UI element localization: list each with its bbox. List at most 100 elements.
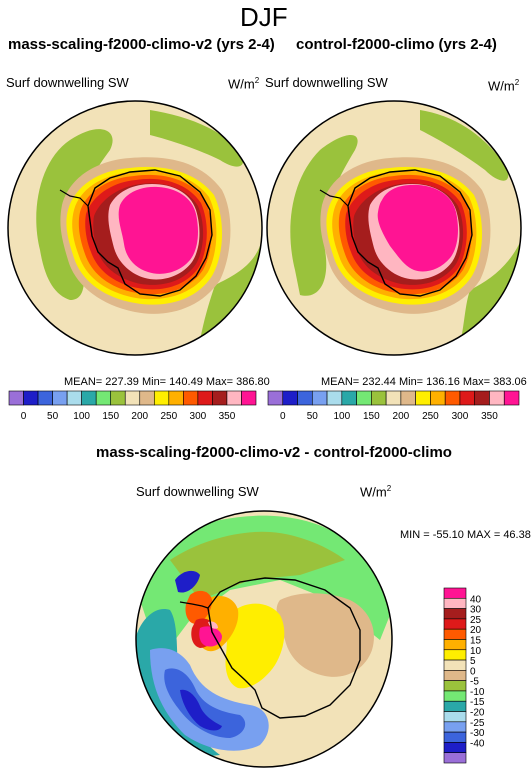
colorbar-tick-label: 50 [307, 411, 319, 422]
colorbar-swatch [297, 390, 313, 406]
yellow-region [225, 603, 285, 689]
colorbar-tick-label: 10 [470, 646, 482, 657]
colorbar-tick-label: -20 [470, 708, 485, 719]
map-difference [136, 511, 392, 767]
colorbar-swatch [415, 390, 431, 406]
map-border [135, 510, 393, 768]
colorbar-swatch [443, 587, 467, 599]
colorbar-swatch [326, 390, 343, 406]
colorbar-control: 0 50 100 150 200 250 300 350 [267, 390, 520, 422]
colorbar-swatch [443, 618, 467, 630]
units-label-mass-scaling: W/m2 [228, 76, 260, 92]
blue-region [164, 668, 246, 738]
colorbar-swatch [139, 390, 155, 406]
coastline [179, 601, 209, 609]
colorbar-swatch [95, 390, 112, 406]
colorbar-swatch [474, 390, 490, 406]
magenta-region [199, 626, 222, 647]
map-mass-scaling [8, 101, 262, 355]
green-region [420, 110, 509, 181]
colorbar-swatch [81, 390, 97, 406]
colorbar-swatch [443, 731, 467, 743]
colorbar-mass-scaling: 0 50 100 150 200 250 300 350 [8, 390, 257, 422]
colorbar-swatch [110, 390, 126, 406]
map-border [7, 100, 263, 356]
colorbar-swatch [444, 390, 461, 406]
colorbar-swatch [168, 390, 184, 406]
colorbar-swatch [443, 721, 467, 733]
colorbar-tick-label: 250 [160, 411, 177, 422]
variable-label-control: Surf downwelling SW [265, 75, 388, 90]
colorbar-tick-label: 40 [470, 594, 482, 605]
colorbar-swatch [443, 752, 467, 764]
colorbar-tick-label: 300 [190, 411, 207, 422]
coastline [87, 169, 213, 297]
colorbar-tick-label: 30 [470, 605, 482, 616]
colorbar-tick-label: 0 [21, 411, 27, 422]
magenta-core [118, 186, 198, 274]
colorbar-swatch [489, 390, 505, 406]
colorbar-swatch [197, 390, 213, 406]
colorbar-tick-label: 200 [393, 411, 410, 422]
colorbar-swatch [183, 390, 199, 406]
colorbar-swatch [430, 390, 446, 406]
colorbar-swatch [226, 390, 242, 406]
colorbar-swatch [356, 390, 372, 406]
colorbar-swatch [153, 390, 170, 406]
green-region [150, 110, 244, 167]
diff-units-label: W/m2 [360, 484, 392, 500]
colorbar-swatch [23, 390, 39, 406]
colorbar-swatch [443, 700, 467, 712]
colorbar-swatch [443, 680, 467, 692]
coastline [347, 169, 473, 297]
colorbar-tick-label: 150 [363, 411, 380, 422]
red-orange-region [185, 590, 212, 624]
colorbar-tick-label: 15 [470, 635, 482, 646]
colorbar-swatch [385, 390, 402, 406]
colorbar-tick-label: 100 [333, 411, 350, 422]
colorbar-tick-label: 100 [73, 411, 90, 422]
colorbar-swatch [443, 639, 467, 651]
diff-variable-label: Surf downwelling SW [136, 484, 259, 499]
colorbar-tick-label: -10 [470, 687, 485, 698]
colorbar-swatch [212, 390, 228, 406]
colorbar-swatch [503, 390, 520, 406]
colorbar-tick-label: 350 [219, 411, 236, 422]
colorbar-swatch [443, 608, 467, 620]
coastline [59, 189, 89, 207]
map-control [267, 101, 521, 355]
colorbar-tick-label: -30 [470, 728, 485, 739]
colorbar-swatch [400, 390, 416, 406]
colorbar-tick-label: 5 [470, 656, 476, 667]
colorbar-tick-label: 300 [452, 411, 469, 422]
colorbar-tick-label: 50 [47, 411, 59, 422]
colorbar-tick-label: 20 [470, 625, 482, 636]
map-border [266, 100, 522, 356]
colorbar-swatch [443, 628, 467, 640]
diff-stats: MIN = -55.10 MAX = 46.38 [400, 529, 531, 541]
colorbar-tick-label: 25 [470, 615, 482, 626]
dark-blue-region [180, 689, 222, 731]
colorbar-swatch [443, 659, 467, 671]
colorbar-swatch [443, 670, 467, 681]
colorbar-tick-label: -5 [470, 677, 479, 688]
colorbar-swatch [371, 390, 387, 406]
tan-region [276, 593, 374, 677]
colorbar-tick-label: 0 [280, 411, 286, 422]
colorbar-swatch [443, 597, 467, 609]
colorbar-swatch [443, 649, 467, 661]
colorbar-swatch [443, 742, 467, 754]
colorbar-tick-label: -40 [470, 738, 485, 749]
colorbar-swatch [37, 390, 53, 406]
colorbar-swatch [443, 711, 467, 723]
colorbar-swatch [459, 390, 476, 406]
units-label-control: W/m2 [488, 78, 520, 94]
diff-panel-title: mass-scaling-f2000-climo-v2 - control-f2… [96, 444, 452, 461]
colorbar-tick-label: -15 [470, 697, 485, 708]
colorbar-swatch [52, 390, 68, 406]
variable-label-mass-scaling: Surf downwelling SW [6, 75, 129, 90]
colorbar-swatch [267, 390, 284, 406]
colorbar-swatch [282, 390, 298, 406]
